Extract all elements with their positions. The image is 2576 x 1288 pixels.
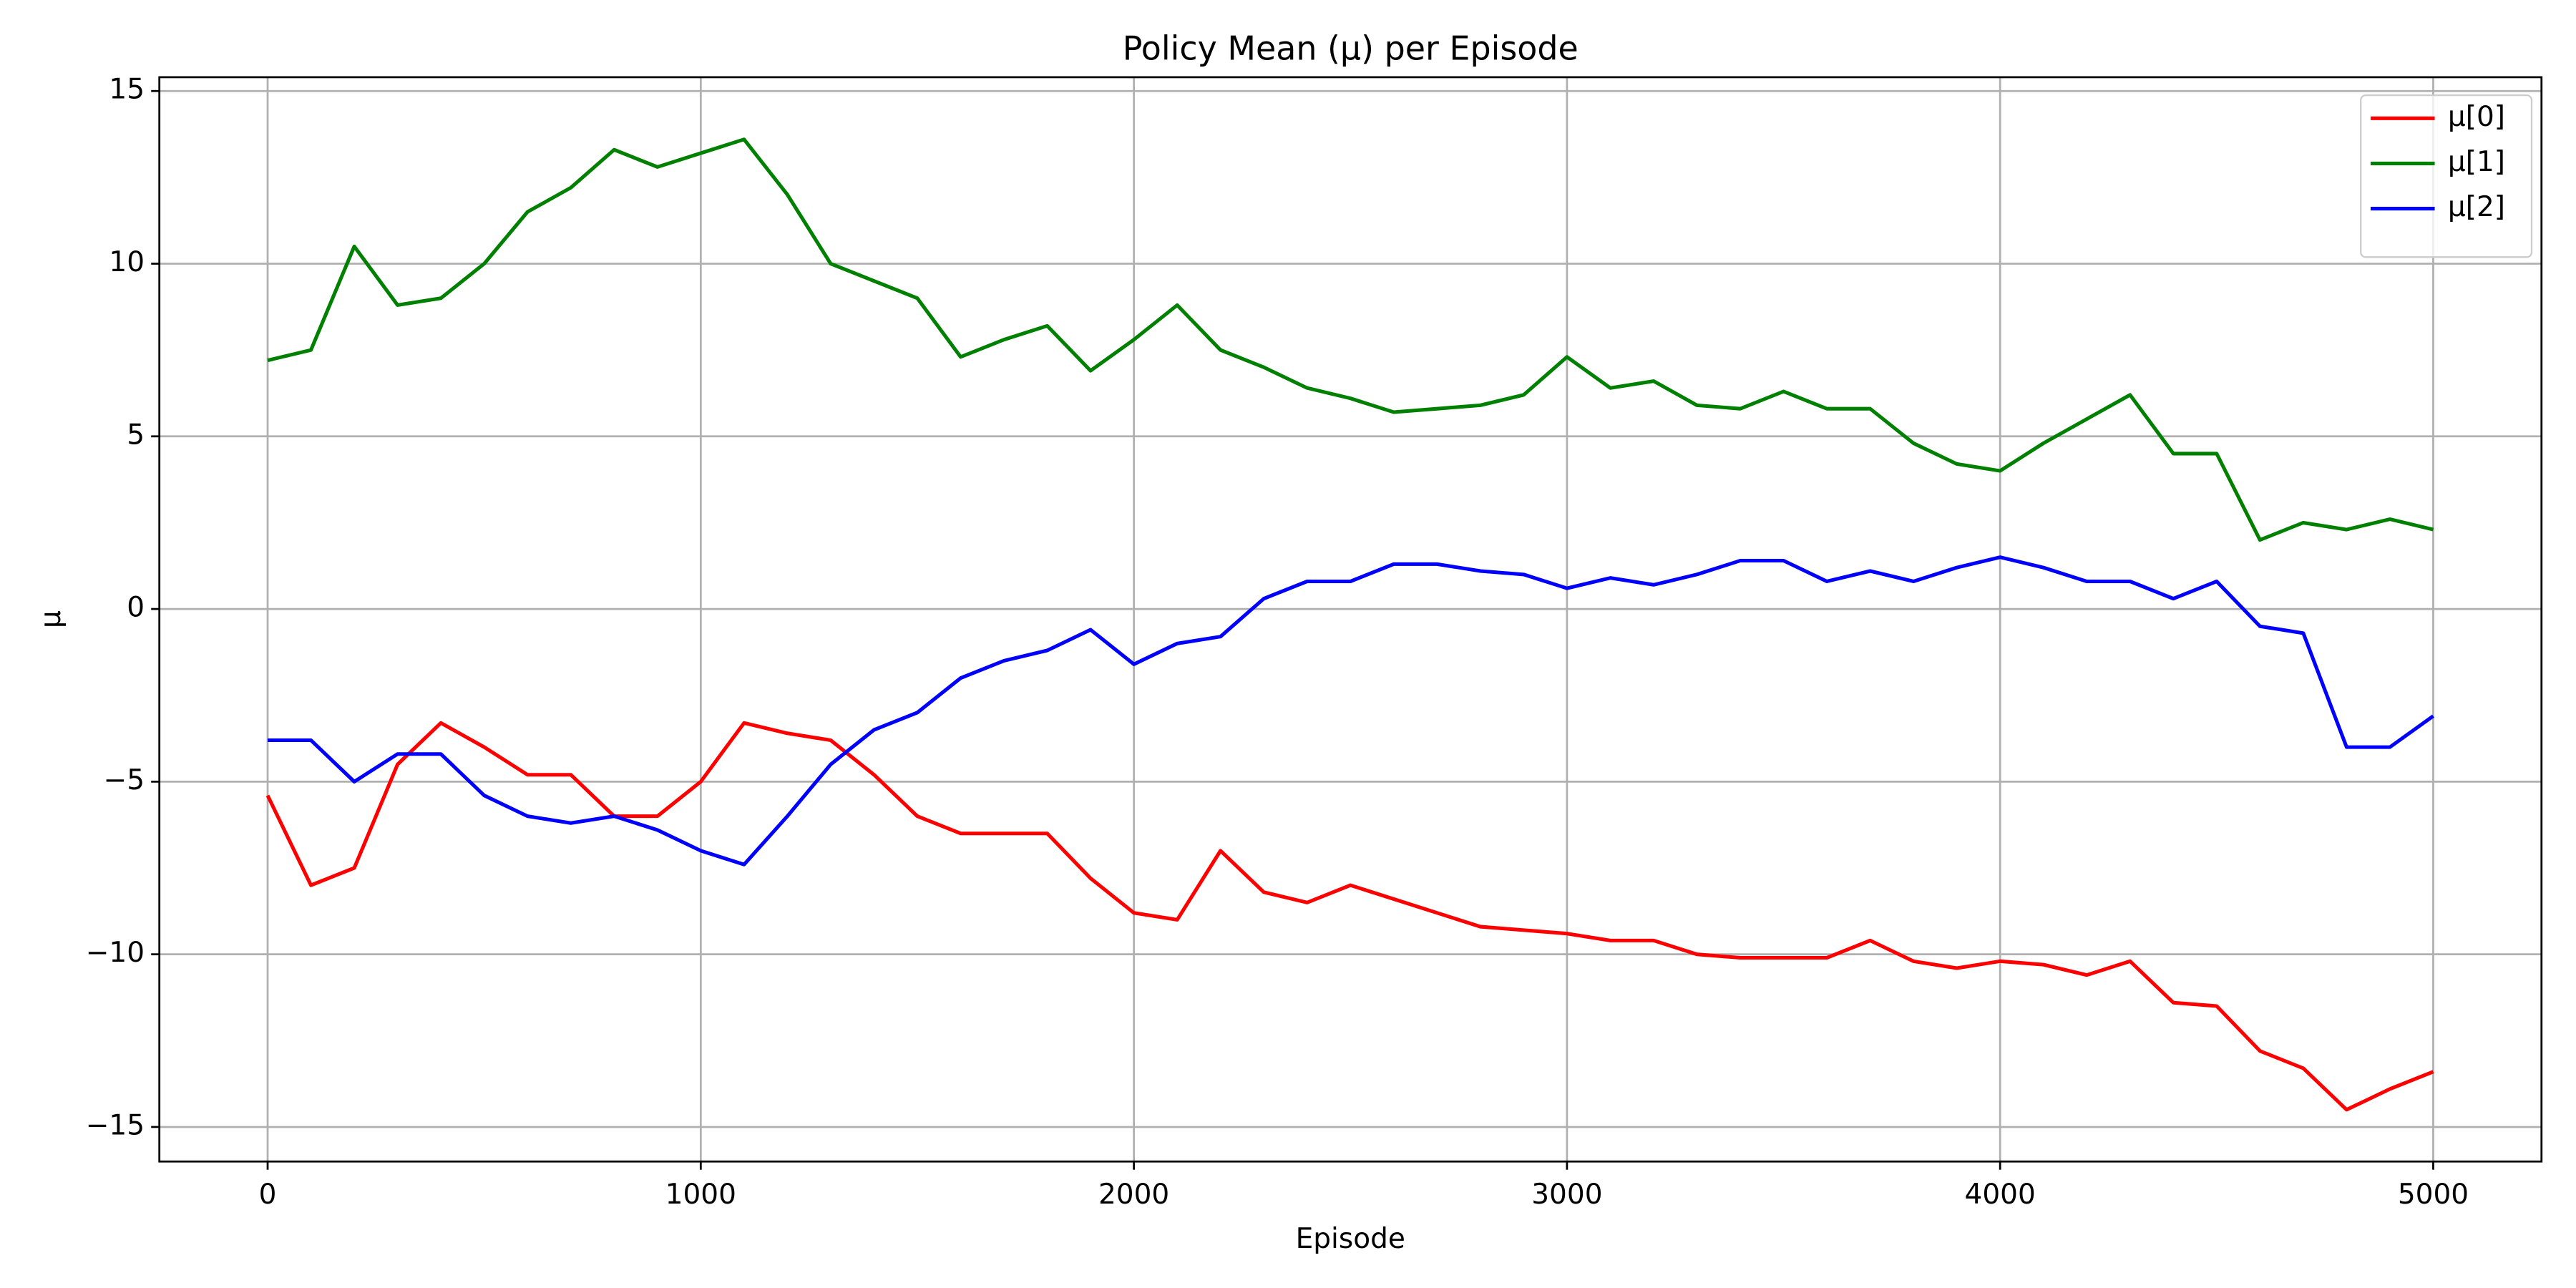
x-tick-label: 1000 — [665, 1179, 736, 1211]
series-line — [265, 721, 2434, 1112]
plot-area: 0 1000 2000 3000 4000 5000−15−10−5051015μ[0]μ… — [86, 74, 2543, 1211]
y-tick-label: −15 — [86, 1109, 145, 1141]
x-axis-label: Episode — [1296, 1223, 1405, 1255]
x-tick-label: 2000 — [1098, 1179, 1169, 1211]
y-tick-label: 5 — [127, 419, 145, 451]
y-tick-label: −5 — [104, 764, 145, 796]
y-tick-label: 15 — [109, 74, 145, 106]
y-tick-label: 10 — [109, 246, 145, 278]
legend-label: μ[2] — [2448, 191, 2505, 223]
series-line — [267, 137, 2434, 542]
series-line — [268, 555, 2434, 867]
y-tick-label: 0 — [127, 592, 145, 624]
legend: μ[0] μ[1] μ[2] — [2360, 94, 2533, 258]
legend-label: μ[0] — [2448, 101, 2505, 133]
plot-frame — [158, 76, 2543, 1163]
legend-box — [2360, 94, 2533, 258]
x-tick-label: 3000 — [1531, 1179, 1602, 1211]
chart-title: Policy Mean (μ) per Episode — [1123, 29, 1579, 68]
y-axis-label: μ — [35, 610, 67, 628]
legend-label: μ[1] — [2448, 146, 2505, 178]
x-tick-label: 0 — [259, 1179, 277, 1211]
x-tick-label: 4000 — [1965, 1179, 2036, 1211]
y-tick-label: −10 — [86, 937, 145, 969]
x-tick-label: 5000 — [2398, 1179, 2469, 1211]
